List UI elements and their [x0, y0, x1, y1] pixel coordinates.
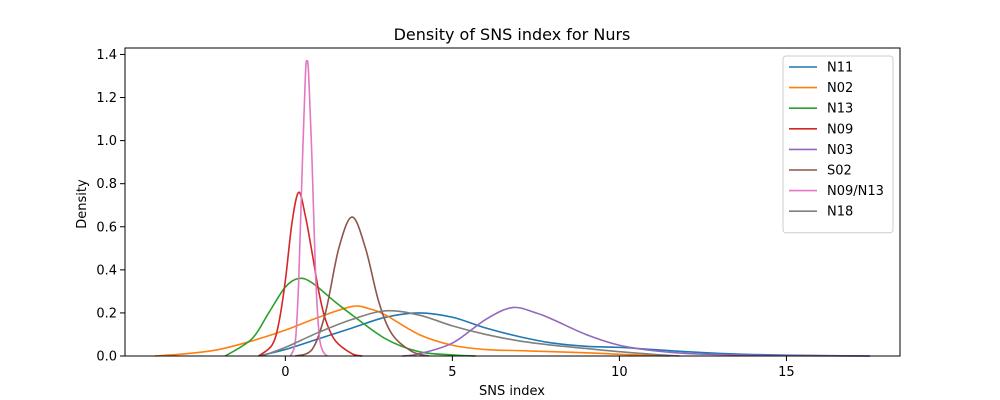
x-axis-label: SNS index	[479, 384, 545, 399]
y-tick-label: 0.2	[96, 306, 117, 321]
legend-label: N13	[827, 102, 853, 117]
x-tick-label: 15	[778, 365, 795, 380]
y-axis-label: Density	[75, 179, 90, 229]
series-line-3	[258, 191, 363, 357]
y-tick-label: 1.0	[96, 134, 117, 149]
series-line-6	[289, 59, 328, 357]
series-line-7	[261, 309, 680, 357]
x-axis: 0 5 10 15	[281, 356, 795, 380]
chart-title: Density of SNS index for Nurs	[394, 25, 631, 44]
legend-label: S02	[827, 164, 852, 179]
y-axis: 0.0 0.2 0.4 0.6 0.8 1.0 1.2 1.4	[96, 48, 125, 365]
y-tick-label: 1.2	[96, 91, 117, 106]
plot-lines	[155, 59, 870, 357]
legend: N11 N02 N13 N09 N03 S02 N09/N13 N18	[782, 55, 894, 234]
series-line-1	[155, 305, 670, 357]
y-tick-label: 0.6	[96, 220, 117, 235]
legend-label: N09/N13	[827, 184, 884, 199]
x-tick-label: 0	[281, 365, 289, 380]
legend-label: N02	[827, 81, 853, 96]
x-tick-label: 10	[611, 365, 628, 380]
legend-label: N09	[827, 122, 853, 137]
y-tick-label: 1.4	[96, 48, 117, 63]
x-tick-label: 5	[448, 365, 456, 380]
legend-label: N18	[827, 205, 853, 220]
plot-frame	[124, 47, 901, 357]
y-tick-label: 0.0	[96, 350, 117, 365]
legend-label: N03	[827, 143, 853, 158]
legend-label: N11	[827, 61, 853, 76]
series-line-2	[224, 277, 476, 357]
y-tick-label: 0.8	[96, 177, 117, 192]
y-tick-label: 0.4	[96, 263, 117, 278]
legend-box	[782, 55, 894, 234]
